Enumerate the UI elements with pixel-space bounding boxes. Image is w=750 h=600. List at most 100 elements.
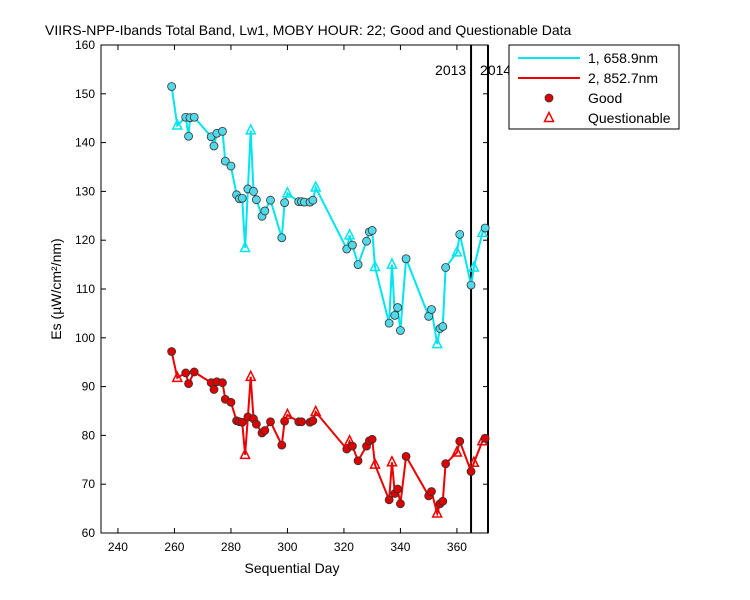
y-tick-label: 100 <box>75 331 95 345</box>
good-point-marker <box>367 434 377 444</box>
questionable-point-marker <box>239 447 251 460</box>
good-point-marker <box>480 433 490 443</box>
questionable-point-marker <box>309 404 322 417</box>
x-tick-label: 340 <box>390 540 410 554</box>
good-point-marker <box>226 161 236 171</box>
good-point-marker <box>189 367 199 377</box>
y-tick-label: 90 <box>82 380 96 394</box>
good-point-marker <box>427 305 436 314</box>
good-point-marker <box>384 495 394 505</box>
x-tick-label: 300 <box>277 540 297 554</box>
good-point-marker <box>218 126 227 136</box>
good-point-marker <box>167 347 177 356</box>
good-point-marker <box>237 417 247 427</box>
good-point-marker <box>455 436 465 446</box>
questionable-point-marker <box>386 257 398 269</box>
y-tick-label: 70 <box>82 477 96 491</box>
y-tick-label: 120 <box>75 233 95 247</box>
y-tick-label: 110 <box>76 282 95 296</box>
good-point-marker <box>308 195 318 205</box>
y-tick-label: 150 <box>75 87 95 101</box>
questionable-point-marker <box>431 506 443 518</box>
questionable-point-marker <box>239 240 251 253</box>
x-tick-label: 320 <box>334 540 354 554</box>
x-tick-label: 360 <box>447 540 467 554</box>
good-point-marker <box>209 141 219 151</box>
good-point-marker <box>189 112 199 122</box>
y-tick-label: 140 <box>75 136 95 150</box>
questionable-point-marker <box>451 445 463 457</box>
good-point-marker <box>353 260 363 270</box>
good-point-marker <box>266 195 275 205</box>
questionable-point-marker <box>369 457 381 469</box>
good-point-marker <box>209 385 219 394</box>
good-point-marker <box>277 440 287 450</box>
good-point-marker <box>396 499 405 509</box>
questionable-point-marker <box>343 228 356 240</box>
good-point-marker <box>181 368 191 378</box>
series-1 <box>167 82 490 349</box>
good-point-marker <box>390 310 400 320</box>
good-point-marker <box>167 82 177 91</box>
good-point-marker <box>308 416 318 426</box>
y-tick-label: 130 <box>75 184 95 198</box>
good-point-marker <box>401 254 411 264</box>
x-tick-label: 240 <box>108 540 128 554</box>
questionable-point-marker <box>451 245 463 257</box>
good-point-marker <box>220 156 230 166</box>
year-label-left: 2013 <box>435 62 466 78</box>
questionable-point-marker <box>468 260 480 272</box>
good-point-marker <box>277 233 287 243</box>
good-point-marker <box>441 459 451 469</box>
good-point-marker <box>396 326 405 335</box>
chart-title: VIIRS-NPP-Ibands Total Band, Lw1, MOBY H… <box>45 22 572 38</box>
questionable-point-marker <box>468 455 480 467</box>
good-point-marker <box>260 206 270 216</box>
good-point-marker <box>348 441 357 451</box>
y-tick-label: 160 <box>75 38 95 52</box>
legend-circle-swatch <box>544 93 554 103</box>
good-point-marker <box>393 303 403 312</box>
questionable-point-marker <box>386 455 398 467</box>
y-tick-label: 60 <box>82 526 96 540</box>
questionable-point-marker <box>309 180 322 192</box>
plot-area: 240 260 280 300 320 340 360 60 70 80 90 100 110 120 13… <box>75 38 511 554</box>
legend-entry-label: Good <box>588 90 622 106</box>
x-axis-label: Sequential Day <box>245 560 340 576</box>
good-point-marker <box>280 198 290 208</box>
good-point-marker <box>218 378 227 388</box>
good-point-marker <box>184 131 193 141</box>
good-point-marker <box>362 236 371 246</box>
questionable-point-marker <box>245 369 257 382</box>
x-tick-label: 260 <box>164 540 184 554</box>
good-point-marker <box>348 240 357 250</box>
good-point-marker <box>438 496 448 506</box>
good-point-marker <box>401 451 411 461</box>
questionable-point-marker <box>281 186 294 198</box>
good-point-marker <box>226 397 236 407</box>
x-tick-label: 280 <box>221 540 241 554</box>
good-point-marker <box>455 229 465 239</box>
good-point-marker <box>297 417 306 427</box>
good-point-marker <box>237 193 247 203</box>
legend-entry-label: 1, 658.9nm <box>588 50 658 66</box>
good-point-marker <box>384 318 394 328</box>
good-point-marker <box>441 263 451 272</box>
questionable-point-marker <box>171 370 183 383</box>
questionable-point-marker <box>281 407 294 420</box>
legend: 1, 658.9nm 2, 852.7nm Good Questionable <box>508 44 680 130</box>
questionable-point-marker <box>369 259 381 272</box>
good-point-marker <box>184 379 193 389</box>
good-point-marker <box>353 456 363 466</box>
good-point-marker <box>438 322 448 331</box>
legend-entry-label: 2, 852.7nm <box>588 70 658 86</box>
good-point-marker <box>249 186 258 196</box>
year-label-right: 2014 <box>480 62 511 78</box>
y-axis-label: Es (µW/cm²/nm) <box>48 238 64 339</box>
questionable-point-marker <box>245 123 257 135</box>
good-point-marker <box>466 467 476 476</box>
good-point-marker <box>260 426 270 435</box>
series-2 <box>167 347 490 518</box>
good-point-marker <box>251 419 261 429</box>
